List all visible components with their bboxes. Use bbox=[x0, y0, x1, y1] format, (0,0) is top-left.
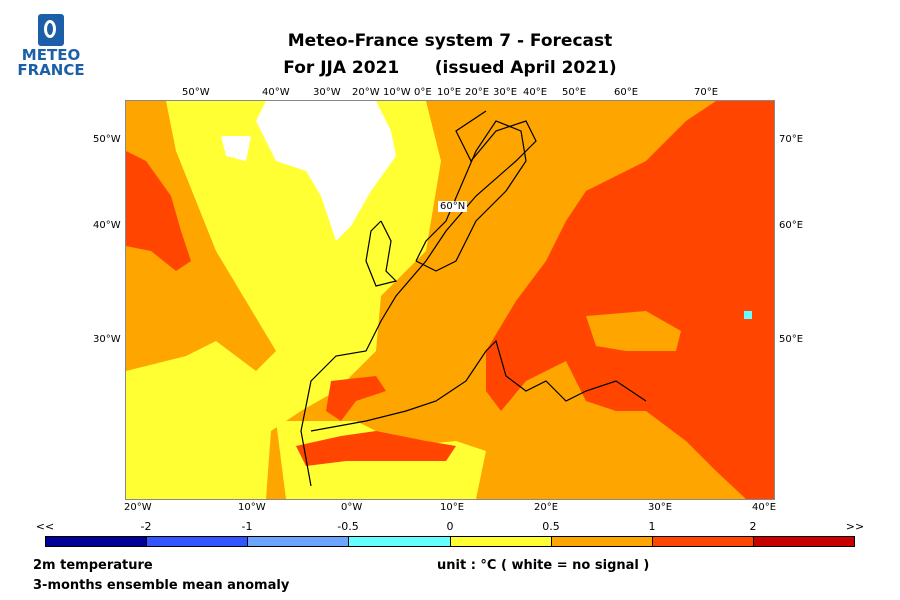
top-label: 10°E bbox=[437, 87, 462, 98]
top-label: 50°E bbox=[562, 87, 587, 98]
colorbar-tick: -2 bbox=[140, 520, 152, 533]
top-label: 30°W bbox=[313, 87, 341, 98]
top-label: 0°E bbox=[414, 87, 432, 98]
colorbar-segment bbox=[551, 537, 653, 546]
colorbar-tick: -1 bbox=[241, 520, 253, 533]
top-label: 30°E bbox=[493, 87, 518, 98]
top-label: 20°W bbox=[352, 87, 380, 98]
colorbar-tick: 1 bbox=[648, 520, 656, 533]
colorbar-segment bbox=[753, 537, 854, 546]
logo-text-line1: METEO bbox=[21, 46, 81, 64]
left-label: 30°W bbox=[93, 334, 121, 345]
colorbar-tick: << bbox=[35, 520, 55, 533]
strong-anomaly-atlantic bbox=[126, 151, 191, 271]
colorbar-segment bbox=[46, 537, 148, 546]
map-svg bbox=[126, 101, 774, 499]
medium-anomaly-turkey bbox=[586, 311, 681, 351]
right-label: 50°E bbox=[779, 334, 804, 345]
top-label: 50°W bbox=[182, 87, 210, 98]
anomaly-map: 60°N bbox=[125, 100, 775, 500]
logo-text-line2: FRANCE bbox=[17, 61, 85, 79]
right-label: 60°E bbox=[779, 220, 804, 231]
colorbar-tick: 2 bbox=[749, 520, 757, 533]
unit-label: unit : °C ( white = no signal ) bbox=[437, 558, 650, 573]
colorbar-segment bbox=[450, 537, 552, 546]
top-label: 20°E bbox=[465, 87, 490, 98]
top-label: 60°E bbox=[614, 87, 639, 98]
bottom-label: 30°E bbox=[648, 502, 673, 513]
strong-anomaly-africa bbox=[296, 431, 456, 466]
bottom-label: 20°W bbox=[124, 502, 152, 513]
bottom-label: 0°W bbox=[341, 502, 363, 513]
cyan-spot bbox=[744, 311, 752, 319]
colorbar-tick: 0.5 bbox=[542, 520, 560, 533]
coastline-uk bbox=[365, 220, 398, 287]
no-signal-north bbox=[256, 101, 396, 241]
strong-anomaly-iberia bbox=[326, 376, 386, 421]
no-signal-patch bbox=[221, 136, 251, 161]
bottom-label: 10°E bbox=[440, 502, 465, 513]
colorbar-tick: -0.5 bbox=[337, 520, 359, 533]
top-label: 70°E bbox=[694, 87, 719, 98]
bottom-label: 20°E bbox=[534, 502, 559, 513]
colorbar-segment bbox=[652, 537, 754, 546]
right-label: 70°E bbox=[779, 134, 804, 145]
top-label: 10°W bbox=[383, 87, 411, 98]
latitude-label-60n: 60°N bbox=[438, 201, 468, 212]
left-label: 50°W bbox=[93, 134, 121, 145]
coastline-mediterranean bbox=[310, 339, 647, 432]
meteo-france-emblem-icon bbox=[38, 14, 64, 46]
colorbar-tick: >> bbox=[845, 520, 865, 533]
bottom-label: 10°W bbox=[238, 502, 266, 513]
colorbar bbox=[45, 536, 855, 547]
strong-anomaly-east bbox=[486, 101, 774, 499]
chart-title: Meteo-France system 7 - Forecast bbox=[287, 31, 613, 51]
left-label: 40°W bbox=[93, 220, 121, 231]
description-label: 3-months ensemble mean anomaly bbox=[33, 578, 290, 593]
bottom-label: 40°E bbox=[752, 502, 777, 513]
colorbar-segment bbox=[349, 537, 451, 546]
variable-label: 2m temperature bbox=[33, 558, 153, 573]
meteo-france-logo: METEO FRANCE bbox=[16, 14, 86, 78]
top-label: 40°W bbox=[262, 87, 290, 98]
colorbar-segment bbox=[147, 537, 249, 546]
colorbar-tick: 0 bbox=[446, 520, 454, 533]
coastline-scandinavia bbox=[415, 120, 527, 272]
colorbar-segment bbox=[248, 537, 350, 546]
coastline-europe bbox=[300, 110, 537, 487]
top-label: 40°E bbox=[523, 87, 548, 98]
chart-subtitle: For JJA 2021 (issued April 2021) bbox=[283, 58, 617, 78]
